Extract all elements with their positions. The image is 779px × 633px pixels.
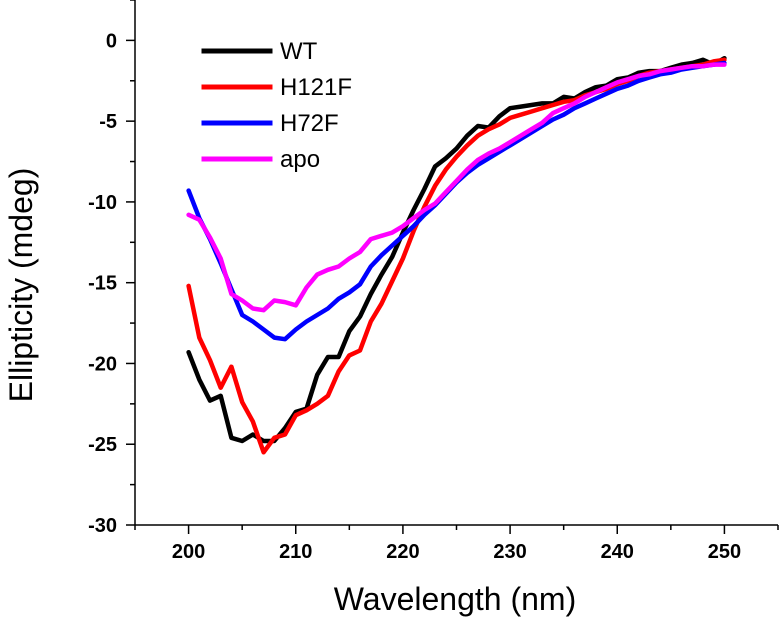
x-tick-label: 200: [172, 541, 205, 563]
x-tick-label: 230: [493, 541, 526, 563]
legend-label-h72f: H72F: [280, 110, 339, 137]
series-line-h121f: [186, 57, 727, 455]
y-tick-label: -5: [99, 111, 117, 133]
x-tick-label: 210: [279, 541, 312, 563]
y-tick-label: 0: [106, 30, 117, 52]
x-tick-label: 220: [386, 541, 419, 563]
x-axis-title: Wavelength (nm): [334, 581, 576, 617]
y-tick-label: -10: [88, 192, 117, 214]
legend: WT H121F H72F apo: [201, 38, 352, 173]
series-line-h72f: [186, 60, 727, 342]
x-tick-label: 250: [708, 541, 741, 563]
y-tick-label: -20: [88, 353, 117, 375]
y-tick-label: -25: [88, 434, 117, 456]
y-tick-label: -15: [88, 273, 117, 295]
series-line-apo: [186, 62, 727, 313]
y-axis-title: Ellipticity (mdeg): [3, 168, 39, 403]
legend-label-apo: apo: [280, 146, 320, 173]
legend-label-wt: WT: [280, 38, 318, 65]
axes: 200 210 220 230 240 250 0 -5 -10 -15 -20 -25 -30: [88, 0, 779, 563]
legend-label-h121f: H121F: [280, 74, 352, 101]
x-tick-label: 240: [601, 541, 634, 563]
series-line-wt: [186, 55, 727, 444]
y-tick-label: -30: [88, 515, 117, 537]
series-group: [186, 55, 727, 455]
